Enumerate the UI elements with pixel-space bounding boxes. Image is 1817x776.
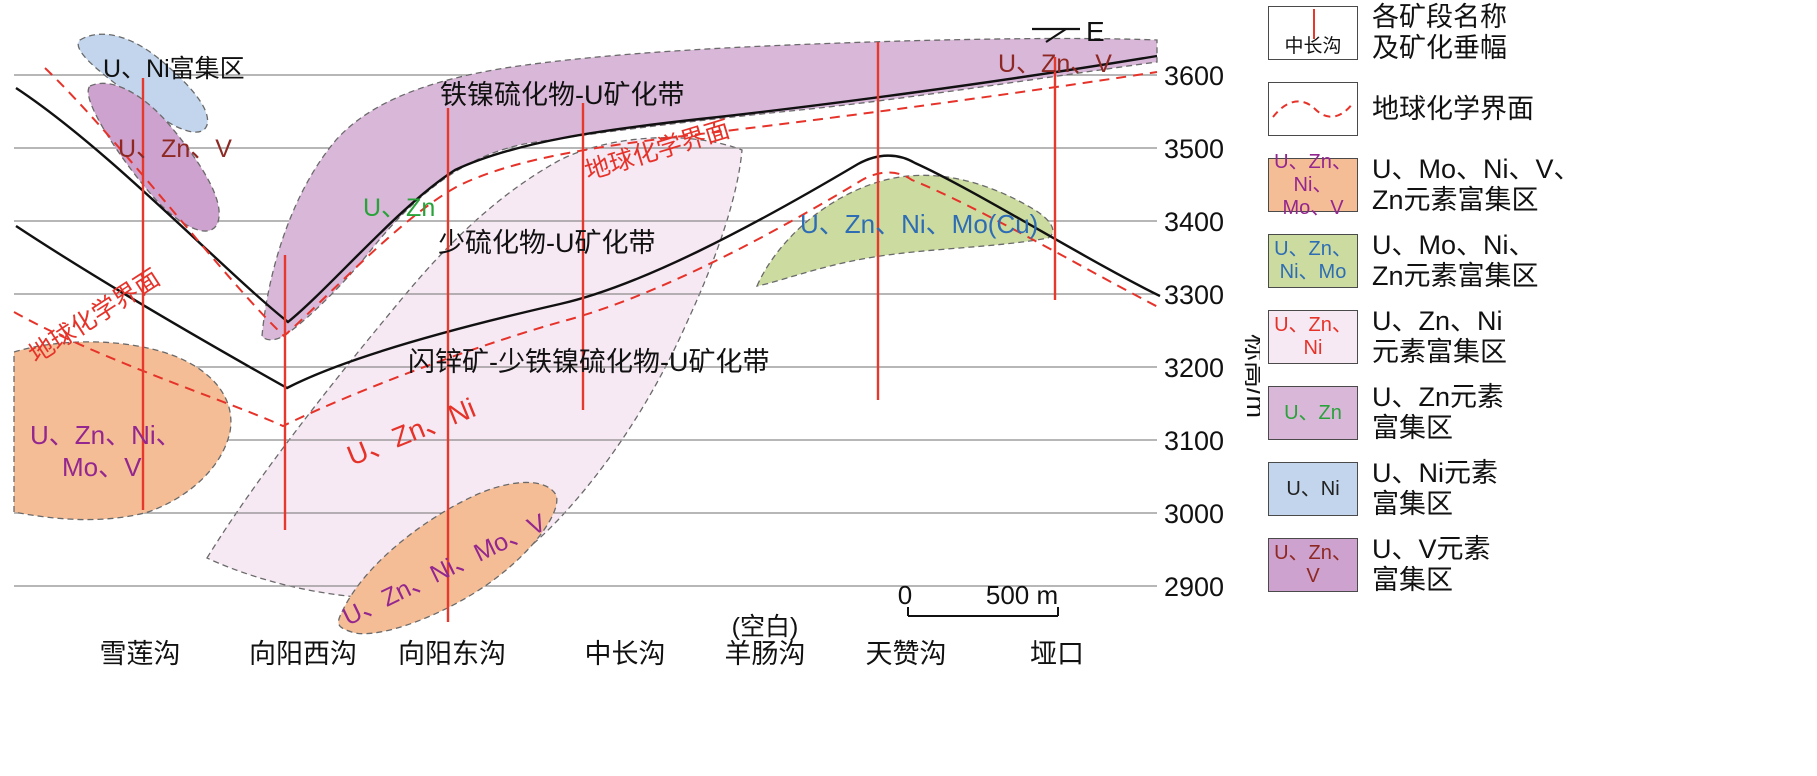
location-label: 向阳西沟 xyxy=(249,639,357,669)
legend-label-line: 富集区 xyxy=(1372,565,1453,595)
legend-label-line: 各矿段名称 xyxy=(1372,2,1507,32)
legend-item-pink-zone: U、Zn、Ni U、Zn、Ni 元素富集区 xyxy=(1268,306,1813,367)
legend-label-line: U、Mo、Ni、 xyxy=(1372,230,1536,260)
legend-label-line: U、Mo、Ni、V、 xyxy=(1372,154,1581,184)
legend-label-line: Zn元素富集区 xyxy=(1372,261,1539,291)
mineralization-extent-lines xyxy=(141,42,1057,622)
legend-swatch-section-line: 中长沟 xyxy=(1268,6,1358,60)
zone-fe-ni-sulfide-band xyxy=(261,37,1158,341)
legend-item-label: U、Zn、Ni 元素富集区 xyxy=(1372,306,1507,368)
legend-item-orange-zone: U、Zn、Ni、 Mo、V U、Mo、Ni、V、 Zn元素富集区 xyxy=(1268,151,1813,219)
label-u-zn: U、Zn xyxy=(363,194,435,222)
legend-item-label: U、Mo、Ni、V、 Zn元素富集区 xyxy=(1372,154,1581,216)
label-fe-ni-band: 铁镍硫化物-U矿化带 xyxy=(440,80,685,110)
legend-item-geochem-interface: 地球化学界面 xyxy=(1268,82,1813,136)
legend-swatch-text: U、Ni xyxy=(1286,477,1340,500)
axis-tick-label: 2900 xyxy=(1164,572,1224,602)
legend-item-dark-purple-zone: U、Zn、V U、V元素 富集区 xyxy=(1268,534,1813,595)
legend-item-label: 各矿段名称 及矿化垂幅 xyxy=(1372,2,1507,64)
legend-swatch-green: U、Zn、 Ni、Mo xyxy=(1268,234,1358,288)
legend-swatch-text: U、Zn、 xyxy=(1274,238,1352,260)
label-u-zn-ni-mo-v-line1: U、Zn、Ni、 xyxy=(30,420,182,450)
legend-item-label: U、V元素 富集区 xyxy=(1372,534,1491,596)
legend-swatch-dark-purple: U、Zn、V xyxy=(1268,538,1358,592)
label-u-ni-area: U、Ni富集区 xyxy=(103,55,245,83)
scale-label: 500 m xyxy=(986,580,1058,610)
location-labels: 雪莲沟 向阳西沟 向阳东沟 中长沟 (空白) 羊肠沟 天赞沟 垭口 xyxy=(100,613,1085,669)
dashed-interface-symbol xyxy=(1272,100,1354,118)
legend-swatch-dashed-interface xyxy=(1268,82,1358,136)
zone-u-zn-ni xyxy=(206,137,743,600)
legend-swatch-text: U、Zn xyxy=(1284,401,1342,424)
direction-marker xyxy=(1032,27,1080,43)
direction-label: E xyxy=(1086,16,1105,47)
legend-label-line: U、Zn、Ni xyxy=(1372,306,1503,336)
legend-swatch-text: U、Zn、V xyxy=(1274,542,1352,587)
location-label: 中长沟 xyxy=(585,639,666,669)
legend-item-label: U、Mo、Ni、 Zn元素富集区 xyxy=(1372,230,1539,292)
legend-label-line: 地球化学界面 xyxy=(1372,93,1534,124)
label-low-sulfide-band: 少硫化物-U矿化带 xyxy=(438,228,656,258)
legend-swatch-text: U、Zn、Ni xyxy=(1274,314,1352,359)
lithologic-boundary-lower xyxy=(15,154,1161,390)
legend-swatch-pink: U、Zn、Ni xyxy=(1268,310,1358,364)
legend-swatch-blue: U、Ni xyxy=(1268,462,1358,516)
label-u-zn-ni-mo-v-line2: Mo、V xyxy=(62,452,142,482)
location-label: 向阳东沟 xyxy=(398,639,506,669)
location-label: 天赞沟 xyxy=(866,639,947,669)
legend-item-label: U、Zn元素 富集区 xyxy=(1372,382,1504,444)
scale-zero: 0 xyxy=(898,580,912,610)
label-u-zn-v-left: U、Zn、V xyxy=(118,135,232,163)
legend-swatch-text: U、Zn、Ni、 xyxy=(1274,150,1352,196)
axis-tick-label: 3600 xyxy=(1164,61,1224,91)
legend-label-line: 富集区 xyxy=(1372,489,1453,519)
axis-tick-label: 3500 xyxy=(1164,134,1224,164)
legend-item-section-line: 中长沟 各矿段名称 及矿化垂幅 xyxy=(1268,2,1813,63)
legend-label-line: Zn元素富集区 xyxy=(1372,185,1539,215)
legend-label-line: U、V元素 xyxy=(1372,534,1491,564)
axis-title: 标高/m xyxy=(1241,334,1260,418)
scale-bar xyxy=(907,607,1059,617)
legend-swatch-purple: U、Zn xyxy=(1268,386,1358,440)
legend-panel: 中长沟 各矿段名称 及矿化垂幅 地球化学界面 U、Zn、Ni、 Mo、V xyxy=(1268,2,1813,614)
geochemical-interface-lower xyxy=(13,171,1161,428)
label-u-zn-v-right: U、Zn、V xyxy=(998,50,1112,78)
legend-label-line: U、Zn元素 xyxy=(1372,382,1505,412)
zone-u-zn-ni-mo xyxy=(755,174,1054,287)
red-section-line-symbol xyxy=(1313,9,1315,39)
legend-label-line: 及矿化垂幅 xyxy=(1372,33,1507,63)
legend-item-blue-zone: U、Ni U、Ni元素 富集区 xyxy=(1268,458,1813,519)
zone-u-zn-ni-mo-v-left xyxy=(13,341,232,521)
legend-item-purple-zone: U、Zn U、Zn元素 富集区 xyxy=(1268,382,1813,443)
legend-label-line: 富集区 xyxy=(1372,413,1453,443)
label-sphalerite-band: 闪锌矿-少铁镍硫化物-U矿化带 xyxy=(408,347,769,377)
legend-item-label: 地球化学界面 xyxy=(1372,94,1534,125)
legend-swatch-text: 中长沟 xyxy=(1284,36,1342,57)
location-label: 羊肠沟 xyxy=(725,639,806,669)
cross-section-diagram: E 0 500 m U、Ni富集区 铁镍硫化物-U矿化带 U、Zn、V 地球化学… xyxy=(13,16,1271,669)
label-u-zn-ni-mo-cu: U、Zn、Ni、Mo(Cu) xyxy=(800,209,1038,239)
legend-item-green-zone: U、Zn、 Ni、Mo U、Mo、Ni、 Zn元素富集区 xyxy=(1268,230,1813,291)
axis-tick-label: 3100 xyxy=(1164,426,1224,456)
lithologic-boundary-upper xyxy=(15,54,1158,324)
legend-swatch-text: Ni、Mo xyxy=(1279,261,1347,283)
legend-item-label: U、Ni元素 富集区 xyxy=(1372,458,1498,520)
legend-label-line: U、Ni元素 xyxy=(1372,458,1498,488)
location-label: 雪莲沟 xyxy=(100,639,181,669)
location-blank-note: (空白) xyxy=(732,613,799,641)
axis-tick-label: 3000 xyxy=(1164,499,1224,529)
axis-tick-label: 3200 xyxy=(1164,353,1224,383)
axis-tick-label: 3300 xyxy=(1164,280,1224,310)
axis-tick-label: 3400 xyxy=(1164,207,1224,237)
geochemical-interface-upper xyxy=(44,67,1158,338)
elevation-axis: 3600 3500 3400 3300 3200 3100 3000 2900 … xyxy=(1164,61,1271,602)
legend-swatch-text: Mo、V xyxy=(1282,196,1344,219)
legend-swatch-orange: U、Zn、Ni、 Mo、V xyxy=(1268,151,1358,219)
location-label: 垭口 xyxy=(1030,639,1084,669)
legend-label-line: 元素富集区 xyxy=(1372,337,1507,367)
zone-u-zn-v-left xyxy=(87,82,220,232)
